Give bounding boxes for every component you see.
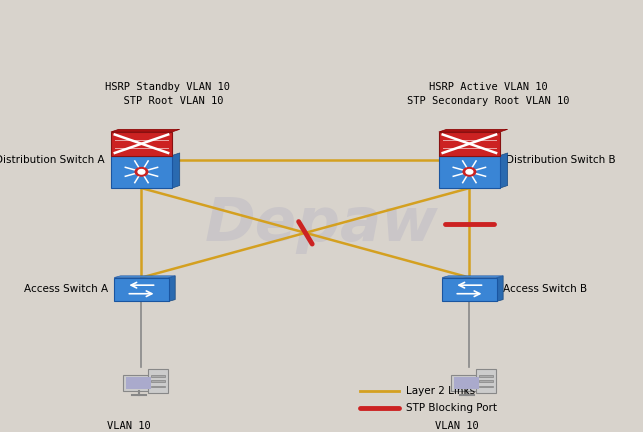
Text: Distribution Switch B: Distribution Switch B xyxy=(507,155,616,165)
FancyBboxPatch shape xyxy=(476,369,496,394)
FancyBboxPatch shape xyxy=(149,369,168,394)
Polygon shape xyxy=(168,276,175,302)
FancyBboxPatch shape xyxy=(439,156,500,188)
FancyBboxPatch shape xyxy=(111,132,172,156)
FancyBboxPatch shape xyxy=(439,132,500,156)
FancyBboxPatch shape xyxy=(114,278,168,302)
Text: STP Blocking Port: STP Blocking Port xyxy=(406,403,498,413)
Polygon shape xyxy=(439,129,508,132)
Text: Access Switch B: Access Switch B xyxy=(503,284,587,295)
FancyBboxPatch shape xyxy=(151,375,165,377)
Text: Distribution Switch A: Distribution Switch A xyxy=(0,155,104,165)
Polygon shape xyxy=(172,153,180,188)
Text: VLAN 10: VLAN 10 xyxy=(435,421,478,431)
FancyBboxPatch shape xyxy=(451,375,482,391)
Circle shape xyxy=(135,168,148,176)
Circle shape xyxy=(466,169,473,174)
Polygon shape xyxy=(496,276,503,302)
Text: Access Switch A: Access Switch A xyxy=(24,284,107,295)
FancyBboxPatch shape xyxy=(126,377,151,389)
FancyBboxPatch shape xyxy=(479,381,493,382)
Text: Layer 2 Links: Layer 2 Links xyxy=(406,386,476,396)
Polygon shape xyxy=(114,276,175,277)
FancyBboxPatch shape xyxy=(111,156,172,188)
FancyBboxPatch shape xyxy=(442,278,496,302)
FancyBboxPatch shape xyxy=(479,386,493,388)
FancyBboxPatch shape xyxy=(151,381,165,382)
FancyBboxPatch shape xyxy=(454,377,479,389)
Text: Depaw: Depaw xyxy=(204,195,439,254)
FancyBboxPatch shape xyxy=(479,375,493,377)
Polygon shape xyxy=(442,276,503,277)
Text: VLAN 10: VLAN 10 xyxy=(107,421,150,431)
Circle shape xyxy=(463,168,476,176)
Text: HSRP Standby VLAN 10
  STP Root VLAN 10: HSRP Standby VLAN 10 STP Root VLAN 10 xyxy=(105,82,230,106)
FancyBboxPatch shape xyxy=(123,375,154,391)
Text: HSRP Active VLAN 10
STP Secondary Root VLAN 10: HSRP Active VLAN 10 STP Secondary Root V… xyxy=(408,82,570,106)
Polygon shape xyxy=(111,129,180,132)
FancyBboxPatch shape xyxy=(151,386,165,388)
Polygon shape xyxy=(500,153,508,188)
Circle shape xyxy=(138,169,145,174)
